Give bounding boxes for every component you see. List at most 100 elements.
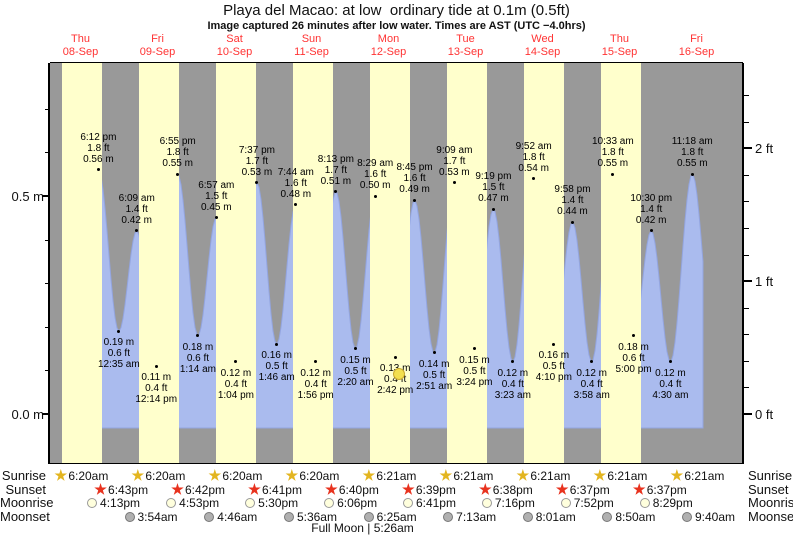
sunrise-icon <box>593 469 607 481</box>
day-date: 16-Sep <box>678 46 715 58</box>
tide-high-label: 10:30 pm 1.4 ft 0.42 m <box>611 193 691 226</box>
axis-major-tick <box>42 195 50 197</box>
daylight-band <box>601 63 641 463</box>
moonset-icon <box>204 512 215 522</box>
sunrise-time: 6:20am <box>68 469 109 483</box>
tide-low-label: 0.11 m 0.4 ft 12:14 pm <box>116 372 196 405</box>
tide-label-line: 1:46 am <box>258 372 295 384</box>
sunrise-time: 6:21am <box>607 469 648 483</box>
tide-low-label: 0.16 m 0.5 ft 4:10 pm <box>514 350 594 383</box>
sunset-icon <box>325 483 338 495</box>
axis-minor-tick <box>45 108 50 110</box>
moonrise-time: 4:13pm <box>100 496 141 510</box>
tide-label-line: 6:12 pm <box>80 131 117 143</box>
tide-point-dot <box>413 198 417 202</box>
day-weekday: Tue <box>456 33 475 45</box>
axis-minor-tick <box>744 307 749 309</box>
tide-label-line: 0.12 m <box>300 367 331 379</box>
tide-label-line: 0.6 ft <box>186 352 210 364</box>
moonrise-time: 5:30pm <box>258 496 299 510</box>
tide-high-label: 10:33 am 1.8 ft 0.55 m <box>573 136 653 169</box>
sunset-icon <box>555 483 569 495</box>
tide-point-dot <box>214 216 218 220</box>
moonrise-icon <box>639 498 650 508</box>
moonrise-icon <box>87 498 98 508</box>
tide-label-line: 0.14 m <box>418 358 450 370</box>
tide-low-label: 0.15 m 0.5 ft 3:24 pm <box>434 355 514 388</box>
tide-label-line: 0.5 ft <box>542 361 565 373</box>
astro-row-label-right: Moonrise <box>748 495 793 510</box>
tide-point-dot <box>552 342 556 346</box>
tide-label-line: 0.12 m <box>497 367 529 379</box>
tide-label-line: 0.44 m <box>557 206 588 218</box>
tide-high-label: 8:45 pm 1.6 ft 0.49 m <box>375 162 455 195</box>
tide-label-line: 0.18 m <box>182 341 214 353</box>
sunset-time: 6:41pm <box>261 483 302 497</box>
tide-label-line: 6:55 pm <box>159 136 196 148</box>
tide-label-line: 1.6 ft <box>403 173 426 185</box>
moonset-time: 5:36am <box>296 510 337 524</box>
daylight-band <box>62 63 102 463</box>
tide-label-line: 0.5 ft <box>344 365 367 377</box>
moonset-time: 6:25am <box>376 510 417 524</box>
tide-label-line: 0.4 ft <box>384 374 407 386</box>
tide-label-line: 0.55 m <box>676 158 708 170</box>
daylight-band <box>370 63 410 463</box>
tide-label-line: 0.12 m <box>576 367 607 379</box>
tide-label-line: 0.4 ft <box>145 383 168 395</box>
tide-label-line: 0.19 m <box>103 337 135 349</box>
tide-low-label: 0.12 m 0.4 ft 3:23 am <box>473 368 553 401</box>
day-date: 10-Sep <box>216 46 253 58</box>
tide-point-dot <box>196 334 200 338</box>
sunset-time: 6:43pm <box>108 483 149 497</box>
tide-label-line: 2:20 am <box>337 376 374 388</box>
tide-high-label: 11:18 am 1.8 ft 0.55 m <box>652 136 732 169</box>
tide-high-label: 6:12 pm 1.8 ft 0.56 m <box>58 132 138 165</box>
axis-minor-tick <box>744 201 749 203</box>
tide-label-line: 0.54 m <box>518 162 549 174</box>
plot-top-border <box>50 62 743 63</box>
tide-label-line: 11:18 am <box>671 136 713 148</box>
sunrise-time: 6:20am <box>222 469 263 483</box>
tide-low-label: 0.18 m 0.6 ft 5:00 pm <box>594 342 674 375</box>
tide-label-line: 9:19 pm <box>475 171 512 183</box>
tide-label-line: 8:13 pm <box>317 153 354 165</box>
axis-minor-tick <box>744 95 749 97</box>
tide-label-line: 0.50 m <box>359 180 391 191</box>
sunset-icon <box>479 483 492 495</box>
day-date: 09-Sep <box>139 46 176 58</box>
axis-minor-tick <box>744 121 749 123</box>
tide-label-line: 9:58 pm <box>554 184 591 196</box>
moonset-time: 8:50am <box>615 510 656 524</box>
day-weekday: Fri <box>151 33 164 45</box>
axis-label-left: 0.5 m <box>11 189 44 204</box>
tide-label-line: 0.42 m <box>635 214 667 226</box>
tide-point-dot <box>491 207 495 211</box>
sunrise-icon <box>131 469 145 481</box>
day-date: 14-Sep <box>524 46 561 58</box>
page-title: Playa del Macao: at low ordinary tide at… <box>223 2 570 19</box>
axis-major-tick <box>744 413 752 415</box>
moonset-time: 3:54am <box>137 510 178 524</box>
day-header: Mon 12-Sep <box>351 33 427 59</box>
tide-label-line: 0.12 m <box>655 367 686 379</box>
tide-label-line: 0.51 m <box>320 175 352 187</box>
tide-point-dot <box>255 181 259 185</box>
tide-label-line: 0.11 m <box>141 372 172 384</box>
moonset-time: 4:46am <box>217 510 258 524</box>
day-weekday: Mon <box>377 33 400 45</box>
tide-label-line: 0.5 ft <box>423 369 446 381</box>
sunrise-time: 6:20am <box>299 469 340 483</box>
tide-label-line: 10:33 am <box>591 136 634 148</box>
tide-point-dot <box>176 172 180 176</box>
tide-point-dot <box>117 329 121 333</box>
tide-point-dot <box>275 342 279 346</box>
moonset-time: 7:13am <box>456 510 497 524</box>
tide-point-dot <box>472 347 476 351</box>
tide-label-line: 1.7 ft <box>443 155 466 167</box>
tide-high-label: 6:57 am 1.5 ft 0.45 m <box>176 180 256 213</box>
moonset-time: 9:40am <box>695 510 736 524</box>
tide-label-line: 9:52 am <box>515 140 552 152</box>
moonset-icon <box>682 512 692 522</box>
tide-point-dot <box>432 351 436 355</box>
